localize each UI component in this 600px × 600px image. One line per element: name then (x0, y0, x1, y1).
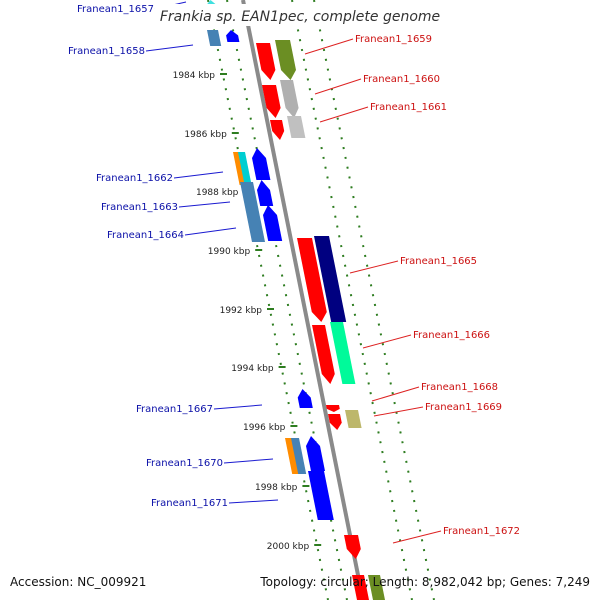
title-backdrop (155, 4, 445, 26)
gene-arrow[interactable] (306, 436, 325, 471)
right-gene-label[interactable]: Franean1_1668 (421, 382, 498, 393)
right-gene-label[interactable]: Franean1_1672 (443, 526, 520, 537)
tick-label: 1994 kbp (231, 364, 274, 374)
right-leader-line (373, 406, 424, 417)
gene-arrow[interactable] (207, 30, 222, 46)
gene-arrow[interactable] (308, 471, 334, 520)
tick-label: 1984 kbp (173, 71, 216, 81)
accession-label: Accession: NC_009921 (10, 575, 147, 589)
right-leader-line (314, 78, 362, 95)
gene-arrow[interactable] (297, 238, 327, 322)
right-gene-label[interactable]: Franean1_1660 (363, 74, 440, 85)
right-gene-label[interactable]: Franean1_1659 (355, 34, 432, 45)
gene-arrow[interactable] (344, 535, 361, 559)
gene-arrow[interactable] (330, 322, 356, 384)
right-leader-line (304, 38, 354, 55)
right-leader-line (392, 530, 442, 544)
gene-arrow[interactable] (345, 410, 362, 428)
outer-guide-right (313, 0, 435, 600)
gene-arrow[interactable] (270, 120, 285, 140)
genome-summary: Topology: circular; Length: 8,982,042 bp… (260, 575, 590, 589)
left-gene-label[interactable]: Franean1_1667 (136, 404, 213, 415)
left-leader-line (213, 404, 263, 410)
tick-label: 2000 kbp (267, 542, 310, 552)
gene-arrow[interactable] (297, 389, 313, 408)
right-leader-line (362, 334, 412, 349)
tick-label: 1986 kbp (184, 130, 227, 140)
left-gene-label[interactable]: Franean1_1658 (68, 46, 145, 57)
left-leader-line (173, 171, 224, 179)
gene-arrow[interactable] (280, 80, 299, 118)
right-leader-line (319, 106, 369, 123)
gene-arrow[interactable] (326, 405, 340, 412)
outer-guide-left (291, 0, 413, 600)
gene-arrow[interactable] (287, 116, 306, 138)
genome-backbone (241, 0, 365, 600)
gene-arrow[interactable] (262, 85, 281, 118)
right-gene-label[interactable]: Franean1_1661 (370, 102, 447, 113)
left-leader-line (228, 499, 279, 504)
gene-arrow[interactable] (238, 152, 252, 186)
gene-arrow[interactable] (291, 438, 307, 474)
tick-label: 1998 kbp (255, 483, 298, 493)
right-leader-line (349, 260, 399, 274)
gene-arrow[interactable] (314, 236, 347, 322)
gene-arrow[interactable] (352, 575, 369, 600)
left-gene-label[interactable]: Franean1_1670 (146, 458, 223, 469)
tick-label: 1996 kbp (243, 423, 286, 433)
gene-arrow[interactable] (368, 575, 385, 600)
right-gene-label[interactable]: Franean1_1669 (425, 402, 502, 413)
left-gene-label[interactable]: Franean1_1671 (151, 498, 228, 509)
genome-title: Frankia sp. EAN1pec, complete genome (159, 9, 441, 25)
left-gene-label[interactable]: Franean1_1657 (77, 4, 154, 15)
tick-label: 1988 kbp (196, 188, 239, 198)
gene-arrow[interactable] (328, 414, 342, 430)
gene-arrow[interactable] (257, 180, 274, 206)
inner-guide-right (226, 0, 348, 600)
right-gene-label[interactable]: Franean1_1666 (413, 330, 490, 341)
left-gene-label[interactable]: Franean1_1662 (96, 173, 173, 184)
left-leader-line (184, 227, 237, 236)
left-leader-line (223, 458, 274, 464)
gene-arrow[interactable] (275, 40, 296, 80)
gene-arrow[interactable] (312, 325, 335, 384)
left-gene-label[interactable]: Franean1_1664 (107, 230, 184, 241)
right-leader-line (371, 386, 420, 402)
gene-arrow[interactable] (256, 43, 276, 80)
tick-label: 1992 kbp (220, 306, 263, 316)
inner-guide-left (207, 0, 329, 600)
gene-arrow[interactable] (252, 148, 271, 180)
gene-arrow[interactable] (226, 30, 240, 42)
right-gene-label[interactable]: Franean1_1665 (400, 256, 477, 267)
gene-arrow[interactable] (240, 182, 265, 242)
left-leader-line (178, 201, 231, 208)
left-gene-label[interactable]: Franean1_1663 (101, 202, 178, 213)
tick-label: 1990 kbp (208, 247, 251, 257)
left-leader-line (145, 44, 194, 52)
gene-arrow[interactable] (263, 205, 283, 241)
